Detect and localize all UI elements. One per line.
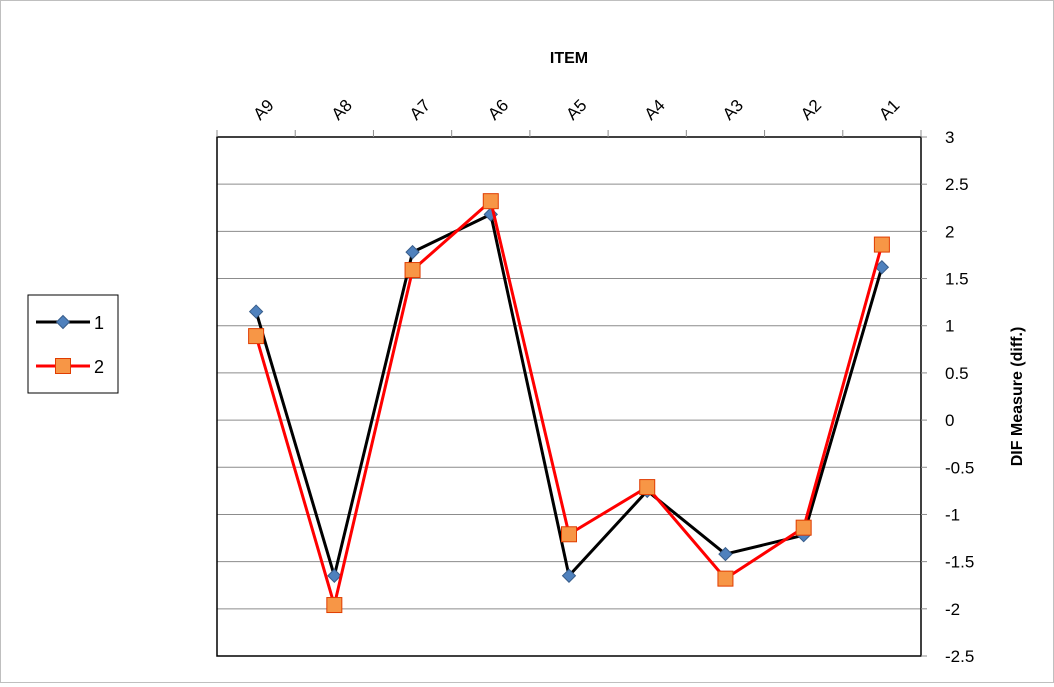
y-tick-label: -1 (945, 505, 960, 524)
data-point (482, 193, 499, 210)
y-axis: 3 2.5 2 1.5 1 0.5 0 -0.5 -1 -1.5 -2 -2.5 (921, 128, 974, 666)
x-tick-label: A6 (484, 96, 512, 124)
series-2 (248, 193, 890, 614)
series-1 (248, 207, 890, 583)
data-point (639, 479, 656, 496)
y-tick-label: 3 (945, 128, 954, 147)
series-line (254, 212, 884, 578)
data-point (795, 519, 812, 536)
y-tick-label: -2 (945, 600, 960, 619)
x-axis: A9 A8 A7 A6 A5 A4 A3 A2 A1 (216, 96, 922, 137)
x-tick-label: A7 (406, 96, 434, 124)
y-tick-label: -2.5 (945, 647, 974, 666)
legend-marker (55, 314, 71, 330)
data-point (561, 526, 577, 543)
x-axis-title: ITEM (550, 50, 588, 67)
legend-marker (55, 358, 71, 374)
legend-item-2: 2 (36, 357, 104, 377)
x-tick-label: A1 (875, 96, 903, 124)
data-point (405, 244, 420, 260)
y-tick-label: 0 (945, 411, 954, 430)
series-line (254, 199, 884, 607)
y-tick-label: 0.5 (945, 364, 969, 383)
data-point (873, 236, 890, 253)
x-tick-label: A8 (328, 96, 356, 124)
series-layer (248, 193, 890, 614)
data-point (248, 304, 264, 319)
y-tick-label: 2 (945, 222, 954, 241)
legend-label: 2 (94, 357, 104, 377)
y-tick-label: 1 (945, 317, 954, 336)
legend-item-1: 1 (36, 313, 104, 333)
x-tick-label: A9 (250, 96, 278, 124)
data-point (717, 570, 734, 587)
data-point (561, 568, 577, 583)
x-tick-label: A4 (641, 96, 669, 124)
data-point (326, 597, 343, 614)
y-tick-label: 1.5 (945, 270, 969, 289)
x-tick-label: A3 (719, 96, 747, 124)
x-tick-label: A5 (562, 96, 590, 124)
data-point (718, 546, 733, 562)
y-axis-title: DIF Measure (diff.) (1009, 327, 1026, 467)
plot-area (216, 136, 922, 657)
data-point (327, 568, 342, 583)
y-tick-label: -1.5 (945, 553, 974, 572)
data-point (404, 262, 421, 279)
x-tick-label: A2 (797, 96, 825, 124)
data-point (248, 328, 265, 345)
legend: 12 (27, 294, 119, 394)
legend-label: 1 (94, 313, 104, 333)
legend-box (27, 294, 119, 394)
y-tick-label: -0.5 (945, 458, 974, 477)
y-tick-label: 2.5 (945, 175, 969, 194)
